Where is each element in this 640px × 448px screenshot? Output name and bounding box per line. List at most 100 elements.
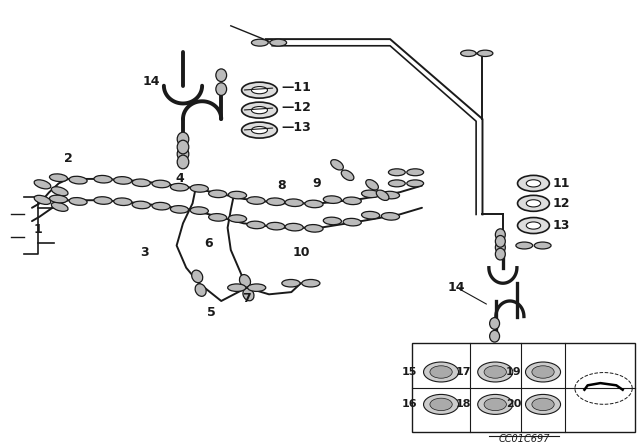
Text: 13: 13: [552, 219, 570, 232]
Ellipse shape: [49, 195, 68, 203]
Ellipse shape: [247, 197, 265, 204]
Text: 2: 2: [64, 152, 73, 165]
Ellipse shape: [490, 330, 500, 342]
Ellipse shape: [430, 398, 452, 411]
Ellipse shape: [366, 180, 378, 190]
Ellipse shape: [247, 221, 265, 229]
Ellipse shape: [195, 284, 206, 296]
Ellipse shape: [495, 248, 506, 260]
Ellipse shape: [177, 147, 189, 161]
Ellipse shape: [248, 284, 266, 291]
Text: 11: 11: [552, 177, 570, 190]
Ellipse shape: [132, 201, 150, 209]
Ellipse shape: [94, 176, 112, 183]
Ellipse shape: [526, 222, 541, 229]
Text: 16: 16: [401, 399, 417, 409]
Text: 18: 18: [456, 399, 472, 409]
Ellipse shape: [534, 242, 551, 249]
Ellipse shape: [525, 394, 561, 414]
Ellipse shape: [270, 39, 287, 46]
Ellipse shape: [424, 362, 459, 382]
Text: 3: 3: [140, 246, 149, 258]
Ellipse shape: [177, 132, 189, 146]
Ellipse shape: [190, 207, 209, 215]
Ellipse shape: [381, 191, 399, 199]
Ellipse shape: [209, 190, 227, 198]
Ellipse shape: [243, 288, 254, 301]
Ellipse shape: [305, 200, 323, 208]
Ellipse shape: [239, 275, 250, 287]
Text: 6: 6: [204, 237, 212, 250]
Ellipse shape: [114, 177, 132, 184]
Text: 5: 5: [207, 306, 216, 319]
Ellipse shape: [430, 366, 452, 378]
Ellipse shape: [69, 198, 87, 205]
Ellipse shape: [301, 280, 320, 287]
Ellipse shape: [343, 197, 362, 205]
Ellipse shape: [477, 394, 513, 414]
Ellipse shape: [252, 39, 268, 46]
Ellipse shape: [518, 195, 549, 211]
Bar: [412, 343, 636, 432]
Ellipse shape: [242, 82, 277, 98]
Ellipse shape: [532, 398, 554, 411]
Ellipse shape: [209, 214, 227, 221]
Ellipse shape: [424, 394, 459, 414]
Ellipse shape: [285, 224, 303, 231]
Ellipse shape: [252, 107, 268, 114]
Ellipse shape: [362, 211, 380, 219]
Ellipse shape: [34, 180, 51, 189]
Ellipse shape: [228, 215, 246, 222]
Text: 7: 7: [243, 292, 251, 305]
Ellipse shape: [484, 366, 506, 378]
Ellipse shape: [94, 197, 112, 204]
Ellipse shape: [228, 191, 246, 199]
Ellipse shape: [526, 200, 541, 207]
Ellipse shape: [362, 190, 380, 198]
Text: 19: 19: [506, 366, 522, 377]
Ellipse shape: [477, 50, 493, 56]
Text: —13: —13: [282, 121, 312, 134]
Text: CC01C697: CC01C697: [498, 434, 550, 444]
Ellipse shape: [323, 196, 342, 203]
Ellipse shape: [495, 241, 506, 253]
Ellipse shape: [525, 362, 561, 382]
Ellipse shape: [388, 180, 405, 187]
Ellipse shape: [267, 198, 285, 206]
Ellipse shape: [216, 83, 227, 95]
Ellipse shape: [490, 318, 500, 329]
Ellipse shape: [242, 122, 277, 138]
Ellipse shape: [381, 213, 399, 220]
Ellipse shape: [532, 366, 554, 378]
Text: 9: 9: [312, 177, 321, 190]
Text: 10: 10: [292, 246, 310, 258]
Ellipse shape: [228, 284, 246, 291]
Ellipse shape: [407, 169, 424, 176]
Ellipse shape: [69, 176, 87, 184]
Text: 12: 12: [552, 197, 570, 210]
Ellipse shape: [285, 199, 303, 207]
Ellipse shape: [341, 170, 354, 181]
Ellipse shape: [51, 202, 68, 211]
Ellipse shape: [51, 187, 68, 196]
Text: —11: —11: [282, 82, 312, 95]
Ellipse shape: [331, 159, 343, 170]
Ellipse shape: [114, 198, 132, 206]
Text: 8: 8: [278, 179, 286, 192]
Ellipse shape: [177, 155, 189, 169]
Ellipse shape: [323, 217, 342, 225]
Ellipse shape: [376, 190, 389, 200]
Ellipse shape: [132, 179, 150, 186]
Ellipse shape: [388, 169, 405, 176]
Ellipse shape: [242, 102, 277, 118]
Text: 15: 15: [401, 366, 417, 377]
Ellipse shape: [407, 180, 424, 187]
Ellipse shape: [190, 185, 209, 192]
Text: 14: 14: [142, 75, 160, 88]
Ellipse shape: [461, 50, 476, 56]
Text: 17: 17: [456, 366, 472, 377]
Text: 1: 1: [34, 224, 43, 237]
Ellipse shape: [526, 180, 541, 187]
Text: 14: 14: [447, 281, 465, 294]
Ellipse shape: [216, 69, 227, 82]
